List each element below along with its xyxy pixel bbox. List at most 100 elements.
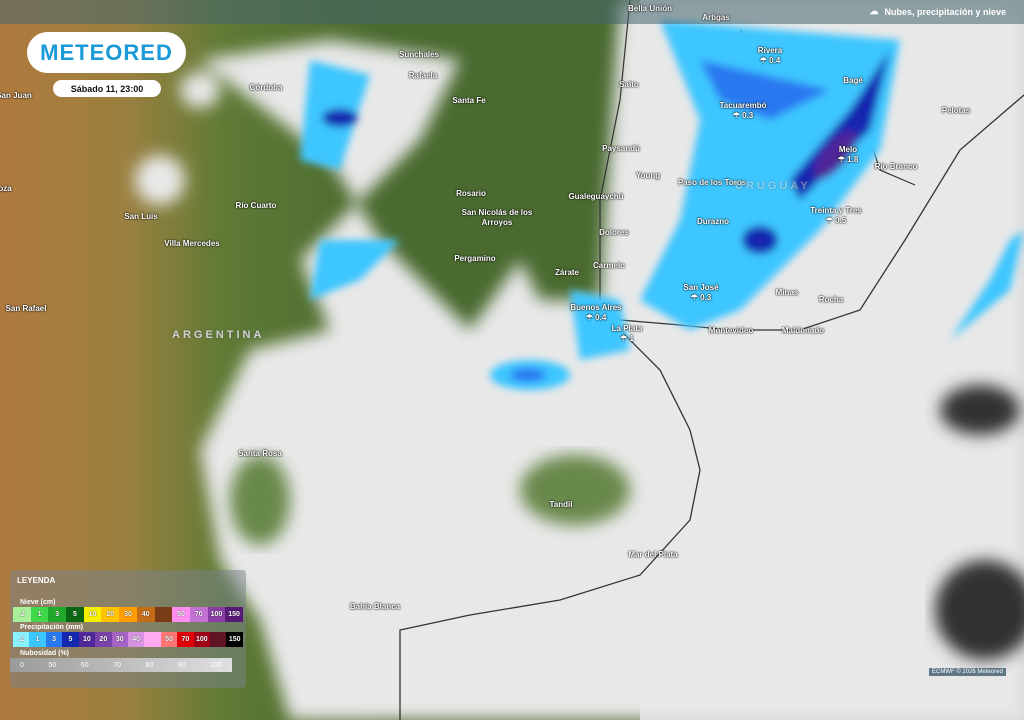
city-label: Pergamino — [454, 254, 495, 264]
city-name: Pergamino — [454, 254, 496, 263]
scale-step: 50 — [160, 632, 178, 647]
scale-step: 100 — [207, 607, 226, 622]
scale-step: 10 — [78, 632, 96, 647]
city-label: Córdoba — [250, 83, 283, 93]
city-name: Minas — [775, 288, 799, 297]
scale-tick: 100 — [210, 661, 222, 669]
rain-icon: ☂ — [585, 313, 596, 322]
cloud-label: Nubosidad (%) — [20, 650, 69, 657]
city-label: San Juan — [0, 91, 32, 101]
city-name: Montevideo — [708, 326, 754, 335]
rain-icon: ☂ — [732, 111, 743, 120]
city-name: Durazno — [697, 217, 729, 226]
precip-value: ☂ 0.5 — [825, 216, 847, 225]
city-name: Carmelo — [592, 261, 626, 270]
city-name: Santa Rosa — [238, 449, 282, 458]
city-label: Paso de los Toros — [678, 178, 746, 188]
city-name: Artigas — [702, 13, 730, 22]
scale-tick: 60 — [80, 661, 89, 669]
city-name: Melo — [838, 145, 858, 154]
precip-value: ☂ 0.3 — [690, 293, 712, 302]
scale-step: 1 — [29, 632, 46, 647]
rain-icon: ☂ — [620, 334, 630, 343]
layer-title[interactable]: ☁ Nubes, precipitación y nieve — [869, 6, 1006, 17]
city-label: Bella Unión — [628, 4, 672, 14]
city-name: Córdoba — [249, 83, 283, 92]
city-label: Rocha — [819, 295, 843, 305]
precip-value: ☂ 0.4 — [759, 56, 781, 65]
city-name: Bahía Blanca — [349, 602, 401, 611]
city-label: Bagé — [843, 76, 863, 86]
scale-step: 50 — [172, 607, 190, 622]
scale-step: 20 — [95, 632, 112, 647]
city-label: San Rafael — [6, 304, 47, 314]
city-label: Tacuarembó ☂ 0.3 — [720, 101, 767, 121]
city-label: Salto — [619, 80, 639, 90]
scale-step: 5 — [62, 632, 79, 647]
city-label: Río Branco — [875, 162, 918, 172]
city-name: San José — [683, 283, 719, 292]
rain-icon: ☂ — [837, 155, 848, 164]
rain-icon: ☂ — [825, 216, 836, 225]
scale-step — [210, 632, 227, 647]
city-name: San Nicolás de los Arroyos — [461, 208, 533, 227]
city-name: Bella Unión — [627, 4, 673, 13]
scale-step — [144, 632, 161, 647]
scale-step: 30 — [119, 607, 137, 622]
city-label: Tandil — [550, 500, 573, 510]
city-label: San José ☂ 0.3 — [683, 283, 718, 303]
city-label: Young — [636, 171, 660, 181]
rain-icon: ☂ — [690, 293, 701, 302]
scale-step: 150 — [226, 632, 243, 647]
precip-value: ☂ 0.3 — [732, 111, 754, 120]
city-label: Durazno — [697, 217, 729, 227]
scale-step: 100 — [193, 632, 211, 647]
scale-tick: 90 — [177, 661, 186, 669]
city-label: Buenos Aires ☂ 0.4 — [570, 303, 621, 323]
city-label: Montevideo — [709, 326, 753, 336]
scale-tick: 50 — [48, 661, 57, 669]
scale-step: .2 — [13, 632, 30, 647]
city-label: Minas — [776, 288, 799, 298]
cloud-rain-icon: ☁ — [869, 6, 879, 16]
scale-step: 150 — [225, 607, 243, 622]
city-name: Rosario — [456, 189, 486, 198]
precip-value: ☂ 1 — [620, 334, 634, 343]
city-name: Tandil — [549, 500, 573, 509]
city-label: Rafaela — [409, 71, 437, 81]
country-label: URUGUAY — [735, 180, 811, 192]
city-label: Gualeguaychú — [568, 192, 623, 202]
meteored-logo[interactable]: METEORED — [27, 32, 186, 73]
city-label: Villa Mercedes — [164, 239, 219, 249]
city-label: Rosario — [456, 189, 486, 199]
city-label: Sunchales — [399, 50, 439, 60]
scale-step: 40 — [136, 607, 155, 622]
city-name: Zárate — [554, 268, 580, 277]
city-label: Treinta y Tres ☂ 0.5 — [810, 206, 862, 226]
scale-tick: 70 — [113, 661, 121, 669]
city-name: Buenos Aires — [570, 303, 622, 312]
city-label: Pelotas — [942, 106, 970, 116]
city-label: oza — [0, 184, 12, 194]
city-label: Artigas — [702, 13, 730, 23]
city-label: Melo ☂ 1.8 — [838, 145, 859, 165]
scale-step: 3 — [48, 607, 67, 622]
forecast-datetime: Sábado 11, 23:00 — [53, 80, 161, 97]
scale-step: 20 — [101, 607, 120, 622]
city-name: San Luis — [124, 212, 158, 221]
city-name: Rivera — [757, 46, 783, 55]
city-label: Mar del Plata — [628, 550, 677, 560]
snow-label: Nieve (cm) — [20, 599, 56, 606]
city-name: oza — [0, 184, 12, 193]
city-name: Rafaela — [408, 71, 438, 80]
city-name: Paso de los Toros — [677, 178, 747, 187]
city-label: Santa Fe — [452, 96, 485, 106]
city-name: San Juan — [0, 91, 32, 100]
scale-step: 70 — [177, 632, 194, 647]
scale-step: 1 — [30, 607, 49, 622]
city-name: Río Cuarto — [235, 201, 277, 210]
country-label: ARGENTINA — [172, 329, 265, 341]
city-label: Bahía Blanca — [350, 602, 400, 612]
city-name: Gualeguaychú — [568, 192, 624, 201]
